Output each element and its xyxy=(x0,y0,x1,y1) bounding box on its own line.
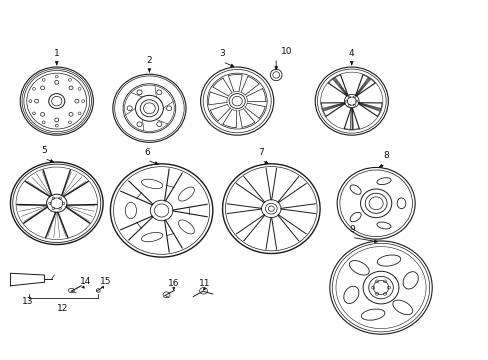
Ellipse shape xyxy=(376,178,390,185)
Text: 16: 16 xyxy=(168,279,179,288)
Text: 6: 6 xyxy=(144,148,149,157)
Ellipse shape xyxy=(125,202,136,219)
Ellipse shape xyxy=(376,222,390,229)
Text: 2: 2 xyxy=(146,56,152,65)
Ellipse shape xyxy=(392,300,412,315)
Ellipse shape xyxy=(141,179,163,189)
Text: 3: 3 xyxy=(219,49,225,58)
Ellipse shape xyxy=(376,255,400,266)
Text: 7: 7 xyxy=(258,148,264,157)
Ellipse shape xyxy=(349,261,368,275)
Text: 9: 9 xyxy=(348,225,354,234)
Ellipse shape xyxy=(361,309,384,320)
Ellipse shape xyxy=(268,206,274,211)
Ellipse shape xyxy=(402,272,417,289)
Text: 8: 8 xyxy=(382,151,388,160)
Ellipse shape xyxy=(141,233,163,242)
Text: 4: 4 xyxy=(348,49,354,58)
Text: 11: 11 xyxy=(198,279,210,288)
Ellipse shape xyxy=(396,198,405,209)
Text: 10: 10 xyxy=(281,47,292,56)
Text: 12: 12 xyxy=(57,304,69,313)
Text: 15: 15 xyxy=(100,277,111,286)
Text: 14: 14 xyxy=(80,277,92,286)
Ellipse shape xyxy=(343,286,358,303)
Text: 5: 5 xyxy=(41,146,47,155)
Ellipse shape xyxy=(178,220,194,234)
Text: 1: 1 xyxy=(54,49,60,58)
Ellipse shape xyxy=(178,187,194,201)
Ellipse shape xyxy=(349,185,361,194)
Text: 13: 13 xyxy=(22,297,33,306)
Ellipse shape xyxy=(349,212,361,222)
